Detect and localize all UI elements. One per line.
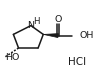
Text: HCl: HCl [68, 57, 86, 67]
Polygon shape [43, 34, 59, 38]
Text: OH: OH [79, 31, 94, 40]
Text: HO: HO [5, 54, 19, 62]
Text: N: N [27, 21, 34, 30]
Text: H: H [33, 17, 40, 26]
Text: O: O [54, 15, 62, 24]
